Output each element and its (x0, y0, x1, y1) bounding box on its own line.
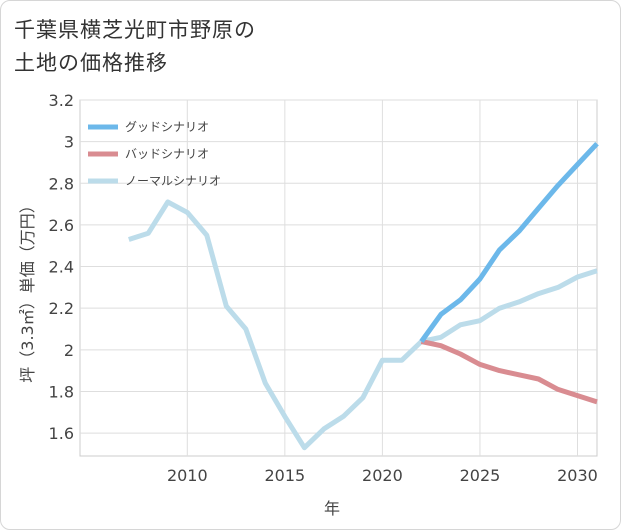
y-tick-label: 2 (64, 341, 74, 360)
y-tick-label: 1.6 (49, 424, 74, 443)
y-tick-label: 2.8 (49, 174, 74, 193)
y-tick-label: 2.4 (49, 258, 74, 277)
legend-label: グッドシナリオ (125, 120, 209, 134)
chart-title: 千葉県横芝光町市野原の 土地の価格推移 (14, 14, 256, 80)
plot-area (79, 99, 598, 457)
y-axis-ticks: 1.6 1.8 2 2.2 2.4 2.6 2.8 3 3.2 (49, 91, 74, 443)
x-tick-label: 2030 (557, 466, 598, 485)
x-tick-label: 2025 (460, 466, 501, 485)
y-axis-label: 坪（3.3㎡）単価（万円） (18, 197, 37, 382)
legend-label: ノーマルシナリオ (125, 174, 221, 188)
y-tick-label: 2.2 (49, 299, 74, 318)
series-line-1 (419, 141, 599, 343)
x-tick-label: 2015 (264, 466, 305, 485)
chart-title-line2: 土地の価格推移 (14, 51, 168, 75)
series-lines (128, 141, 599, 451)
y-tick-label: 3 (64, 133, 74, 152)
x-axis-ticks: 2010 2015 2020 2025 2030 (167, 466, 598, 485)
y-tick-label: 1.8 (49, 382, 74, 401)
x-axis-label: 年 (324, 499, 340, 518)
chart-title-line1: 千葉県横芝光町市野原の (14, 18, 256, 42)
series-line-3 (128, 199, 598, 451)
y-tick-label: 2.6 (49, 216, 74, 235)
legend-label: バッドシナリオ (125, 147, 209, 161)
x-tick-label: 2020 (362, 466, 403, 485)
series-line-2 (420, 339, 598, 405)
y-tick-label: 3.2 (49, 91, 74, 110)
x-tick-label: 2010 (167, 466, 208, 485)
grid (80, 99, 597, 456)
